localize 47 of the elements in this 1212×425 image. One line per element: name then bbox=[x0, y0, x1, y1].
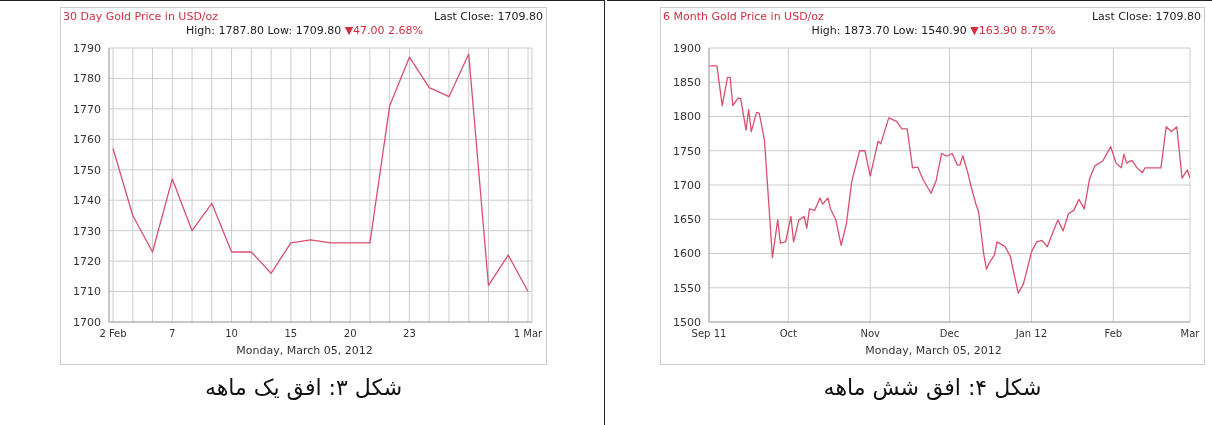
x-tick-label: Dec bbox=[939, 328, 960, 340]
x-tick-label: Feb bbox=[1104, 328, 1123, 340]
y-tick-label: 1760 bbox=[73, 133, 101, 147]
y-tick-label: 1790 bbox=[73, 41, 101, 55]
y-tick-label: 1500 bbox=[673, 315, 701, 329]
y-tick-label: 1710 bbox=[73, 285, 101, 299]
x-tick-label: 15 bbox=[284, 328, 298, 340]
x-tick-label: 2 Feb bbox=[99, 328, 127, 340]
text: شکل ۳: افق یک ماهه bbox=[203, 375, 404, 400]
x-tick-label: Jan 12 bbox=[1014, 328, 1048, 340]
y-tick-label: 1750 bbox=[673, 144, 701, 158]
x-tick-label: 1 Mar bbox=[513, 328, 544, 340]
y-tick-label: 1800 bbox=[673, 110, 701, 124]
chart-title: 30 Day Gold Price in USD/oz bbox=[63, 10, 219, 23]
x-axis-title: Monday, March 05, 2012 bbox=[864, 344, 1003, 357]
text: ▼47.00 2.68% bbox=[344, 24, 424, 37]
text: Last Close: 1709.80 bbox=[433, 10, 543, 23]
x-tick-label: 20 bbox=[343, 328, 357, 340]
text: Last Close: 1709.80 bbox=[1091, 10, 1201, 23]
x-tick-label: 23 bbox=[403, 328, 416, 340]
text: ▼163.90 8.75% bbox=[970, 24, 1056, 37]
y-tick-label: 1550 bbox=[673, 281, 701, 295]
x-axis-title: Monday, March 05, 2012 bbox=[235, 344, 374, 357]
x-tick-label: Sep 11 bbox=[691, 328, 727, 340]
x-tick-label: 10 bbox=[225, 328, 238, 340]
x-tick-label: Oct bbox=[779, 328, 798, 340]
x-tick-label: Nov bbox=[860, 328, 881, 340]
y-tick-label: 1850 bbox=[673, 76, 701, 90]
chart-subtitle: High: 1873.70 Low: 1540.90 bbox=[811, 24, 967, 37]
y-tick-label: 1780 bbox=[73, 72, 101, 86]
x-tick-label: 7 bbox=[169, 328, 176, 340]
y-tick-label: 1730 bbox=[73, 224, 101, 238]
x-tick-label: Mar bbox=[1180, 328, 1201, 340]
y-tick-label: 1720 bbox=[73, 255, 101, 269]
line-series bbox=[112, 53, 529, 293]
line-series bbox=[709, 65, 1190, 294]
y-tick-label: 1650 bbox=[673, 213, 701, 227]
y-tick-label: 1700 bbox=[73, 315, 101, 329]
text: شکل ۴: افق شش ماهه bbox=[822, 375, 1043, 400]
y-tick-label: 1900 bbox=[673, 41, 701, 55]
y-tick-label: 1700 bbox=[673, 178, 701, 192]
y-tick-label: 1740 bbox=[73, 194, 101, 208]
y-tick-label: 1600 bbox=[673, 247, 701, 261]
y-tick-label: 1750 bbox=[73, 163, 101, 177]
chart-subtitle: High: 1787.80 Low: 1709.80 bbox=[185, 24, 342, 37]
y-tick-label: 1770 bbox=[73, 102, 101, 116]
chart-title: 6 Month Gold Price in USD/oz bbox=[663, 10, 824, 23]
